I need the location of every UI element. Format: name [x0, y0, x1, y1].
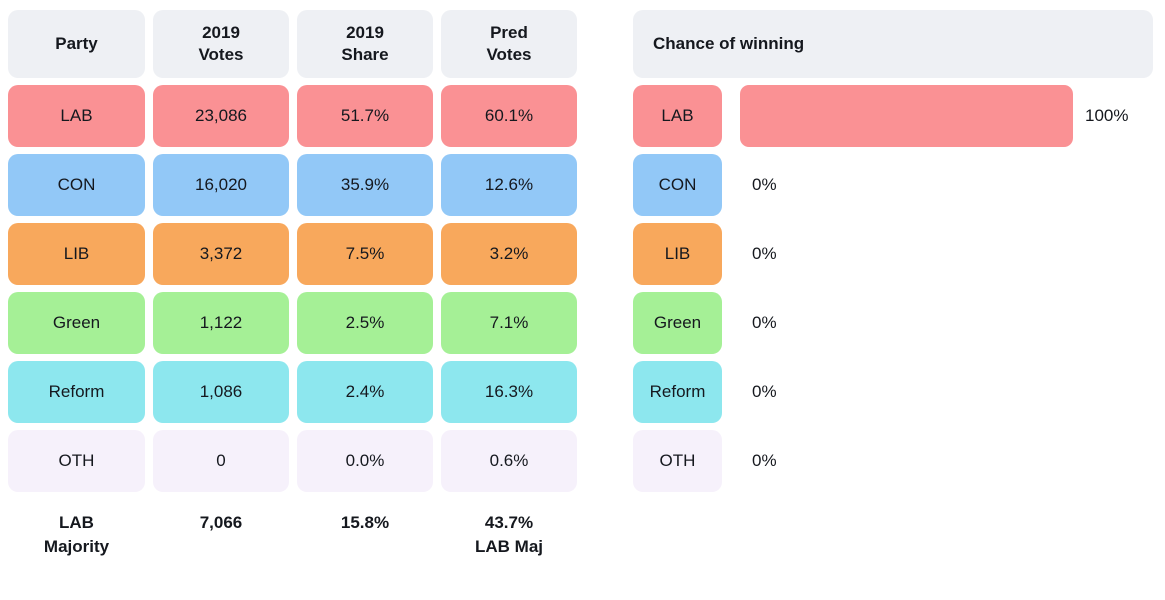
pred-cell-reform: 16.3% [441, 361, 577, 423]
chance-row-con: CON 0% [633, 154, 1153, 216]
chance-value-green: 0% [752, 313, 777, 332]
chance-row-green: Green 0% [633, 292, 1153, 354]
chance-of-winning-panel: Chance of winning LAB 100% CON 0% LIB 0%… [633, 10, 1153, 499]
column-header-party: Party [8, 10, 145, 78]
party-label-reform: Reform [633, 361, 722, 423]
share-cell-lab: 51.7% [297, 85, 433, 147]
votes-cell-lab: 23,086 [153, 85, 289, 147]
chance-row-reform: Reform 0% [633, 361, 1153, 423]
share-cell-lib: 7.5% [297, 223, 433, 285]
chance-row-oth: OTH 0% [633, 430, 1153, 492]
column-header-2019-share: 2019 Share [297, 10, 433, 78]
column-header-2019-votes: 2019 Votes [153, 10, 289, 78]
pred-cell-green: 7.1% [441, 292, 577, 354]
pred-cell-oth: 0.6% [441, 430, 577, 492]
chance-row-lab: LAB 100% [633, 85, 1153, 147]
party-label-con: CON [633, 154, 722, 216]
party-label-lib: LIB [633, 223, 722, 285]
chance-bar-lab [740, 85, 1073, 147]
party-label-oth: OTH [633, 430, 722, 492]
chance-bar-wrap: 0% [740, 154, 777, 216]
chance-bar-wrap: 0% [740, 430, 777, 492]
majority-votes-value: 7,066 [199, 513, 243, 532]
share-cell-reform: 2.4% [297, 361, 433, 423]
party-cell-lib: LIB [8, 223, 145, 285]
share-cell-oth: 0.0% [297, 430, 433, 492]
party-cell-lab: LAB [8, 85, 145, 147]
pred-cell-lib: 3.2% [441, 223, 577, 285]
votes-cell-lib: 3,372 [153, 223, 289, 285]
majority-share-value: 15.8% [340, 513, 390, 532]
chance-value-con: 0% [752, 175, 777, 194]
votes-table: Party 2019 Votes 2019 Share Pred Votes L… [8, 10, 577, 571]
votes-cell-oth: 0 [153, 430, 289, 492]
column-header-pred-votes: Pred Votes [441, 10, 577, 78]
party-cell-con: CON [8, 154, 145, 216]
party-label-lab: LAB [633, 85, 722, 147]
pred-cell-lab: 60.1% [441, 85, 577, 147]
votes-cell-reform: 1,086 [153, 361, 289, 423]
chance-bar-wrap: 0% [740, 223, 777, 285]
chance-value-oth: 0% [752, 451, 777, 470]
share-cell-con: 35.9% [297, 154, 433, 216]
party-cell-oth: OTH [8, 430, 145, 492]
party-cell-reform: Reform [8, 361, 145, 423]
votes-cell-con: 16,020 [153, 154, 289, 216]
chance-value-reform: 0% [752, 382, 777, 401]
chance-bar-wrap: 100% [740, 85, 1128, 147]
chance-value-lab: 100% [1085, 106, 1129, 125]
share-cell-green: 2.5% [297, 292, 433, 354]
chance-value-lib: 0% [752, 244, 777, 263]
pred-cell-con: 12.6% [441, 154, 577, 216]
majority-pred-value: 43.7% LAB Maj [475, 513, 543, 556]
chance-panel-title: Chance of winning [633, 10, 1153, 78]
majority-label: LAB Majority [43, 513, 110, 556]
party-label-green: Green [633, 292, 722, 354]
chance-bar-wrap: 0% [740, 292, 777, 354]
chance-bar-wrap: 0% [740, 361, 777, 423]
votes-cell-green: 1,122 [153, 292, 289, 354]
party-cell-green: Green [8, 292, 145, 354]
chance-row-lib: LIB 0% [633, 223, 1153, 285]
